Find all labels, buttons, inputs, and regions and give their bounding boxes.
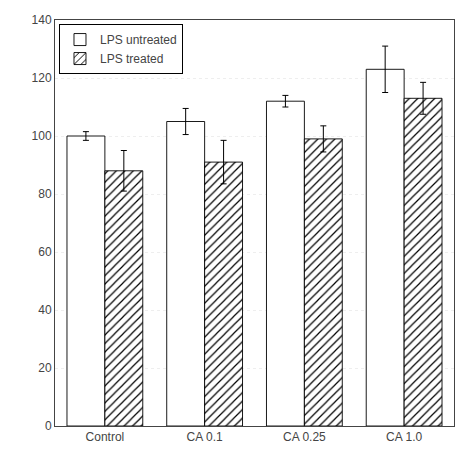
svg-text:CA 0.1: CA 0.1 bbox=[187, 430, 223, 444]
svg-text:CA 1.0: CA 1.0 bbox=[386, 430, 422, 444]
svg-text:40: 40 bbox=[38, 303, 52, 317]
svg-text:80: 80 bbox=[38, 187, 52, 201]
svg-text:LPS untreated: LPS untreated bbox=[100, 33, 177, 47]
svg-text:LPS treated: LPS treated bbox=[100, 52, 163, 66]
svg-text:Control: Control bbox=[86, 430, 125, 444]
svg-text:20: 20 bbox=[38, 361, 52, 375]
svg-text:140: 140 bbox=[32, 13, 52, 27]
svg-text:CA 0.25: CA 0.25 bbox=[283, 430, 326, 444]
svg-text:120: 120 bbox=[32, 71, 52, 85]
svg-text:100: 100 bbox=[32, 129, 52, 143]
svg-text:60: 60 bbox=[38, 245, 52, 259]
svg-text:0: 0 bbox=[45, 419, 52, 433]
